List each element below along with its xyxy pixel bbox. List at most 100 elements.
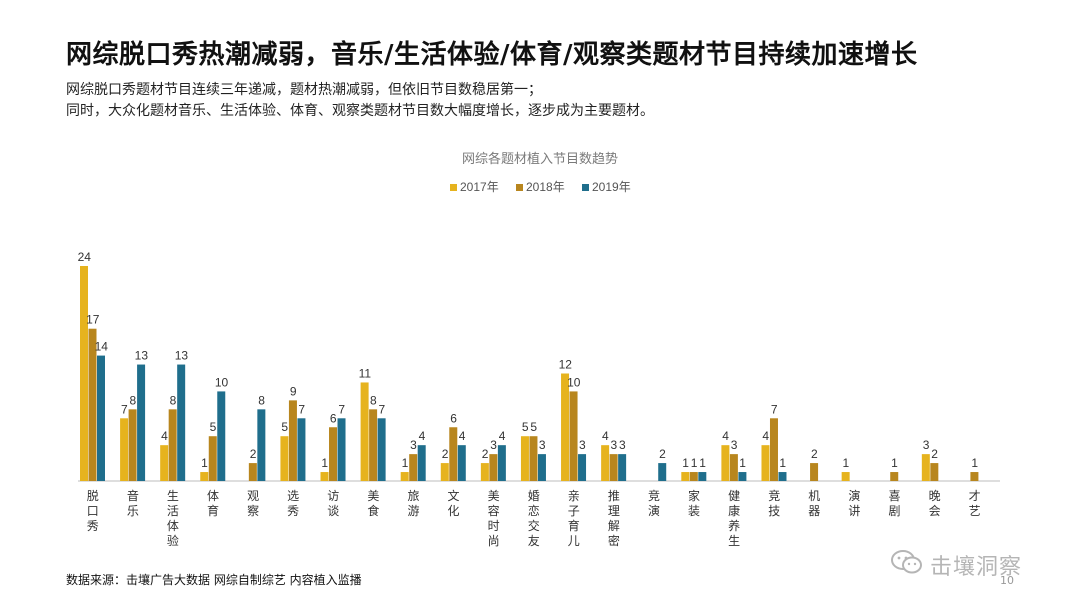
category-label: 时 [488,519,500,533]
data-label: 8 [170,393,177,407]
category-label: 交 [528,518,540,533]
bar [137,364,146,481]
data-label: 5 [281,420,288,434]
data-label: 4 [459,429,466,443]
category-label: 器 [808,504,820,518]
category-label: 机 [808,489,820,503]
data-label: 7 [121,402,128,416]
category-label: 友 [528,534,540,548]
bar [890,472,899,481]
data-label: 10 [215,375,229,389]
category-label: 密 [608,533,620,548]
data-label: 3 [611,438,618,452]
category-label: 婚 [528,489,540,503]
data-label: 13 [135,349,149,363]
page-subtitle: 网综脱口秀题材节目连续三年递减，题材热潮减弱，但依旧节目数稳居第一； 同时，大众… [66,80,654,122]
data-label: 3 [619,438,626,452]
chart-title: 网综各题材植入节目数趋势 [462,151,618,166]
bar [280,436,289,481]
category-label: 家 [688,488,700,503]
bar [618,454,627,481]
legend-swatch [516,184,523,191]
data-label: 12 [559,358,573,372]
data-label: 5 [210,420,217,434]
category-label: 尚 [488,534,500,548]
category-label: 养 [728,518,740,533]
data-label: 14 [95,340,109,354]
category-label: 旅 [407,489,419,503]
category-label: 美 [488,489,500,503]
category-label: 晚 [929,489,941,503]
bar [778,472,787,481]
data-label: 7 [379,402,386,416]
category-label: 游 [407,504,419,518]
legend-item: 2019年 [582,180,631,194]
category-label: 喜 [888,489,900,503]
data-label: 9 [290,384,297,398]
data-label: 7 [298,402,305,416]
data-label: 1 [699,456,706,470]
bar [440,463,449,481]
data-label: 1 [779,456,786,470]
bar [449,427,458,481]
bar [177,364,186,481]
data-source-note: 数据来源：击壤广告大数据 网综自制综艺 内容植入监播 [66,573,362,587]
bar [200,472,209,481]
data-label: 2 [931,447,938,461]
bar [921,454,930,481]
category-label: 秀 [287,504,299,518]
category-label: 康 [728,503,740,518]
bar [578,454,587,481]
bar [360,382,369,481]
bar [329,427,338,481]
bar [970,472,979,481]
bar [457,445,466,481]
category-label: 儿 [568,534,580,548]
data-label: 4 [762,429,769,443]
data-label: 4 [499,429,506,443]
data-label: 1 [971,456,978,470]
data-label: 3 [731,438,738,452]
category-label: 活 [167,504,179,518]
category-label: 访 [327,489,339,503]
bar [761,445,770,481]
subtitle-line-1: 网综脱口秀题材节目连续三年递减，题材热潮减弱，但依旧节目数稳居第一； [66,82,542,98]
bar [681,472,690,481]
category-label: 体 [207,489,219,503]
bar [841,472,850,481]
data-label: 5 [522,420,529,434]
data-label: 7 [771,402,778,416]
bar [721,445,730,481]
bar [729,454,738,481]
bar [489,454,498,481]
bar [128,409,137,481]
category-label: 选 [287,489,299,503]
bar [480,463,489,481]
data-label: 4 [161,429,168,443]
data-label: 24 [78,250,92,264]
bar [601,445,610,481]
data-label: 2 [659,447,666,461]
category-label: 亲 [568,489,580,503]
legend-item: 2018年 [516,180,565,194]
category-label: 谈 [327,504,339,518]
category-label: 育 [568,518,580,533]
data-label: 4 [722,429,729,443]
data-label: 8 [258,393,265,407]
category-label: 技 [768,504,780,518]
bar [217,391,226,481]
legend-label: 2017年 [460,180,499,194]
data-label: 13 [175,349,189,363]
data-label: 3 [410,438,417,452]
bar [320,472,329,481]
data-label: 2 [811,447,818,461]
page-title: 网综脱口秀热潮减弱，音乐/生活体验/体育/观察类题材节目持续加速增长 [66,40,918,70]
category-label: 竞 [648,489,660,503]
category-label: 演 [648,503,660,518]
category-label: 文 [448,488,460,503]
category-label: 乐 [127,504,139,518]
bar [97,355,105,481]
page-number: 10 [1000,574,1014,587]
watermark: 击壤洞察 [890,548,1022,582]
